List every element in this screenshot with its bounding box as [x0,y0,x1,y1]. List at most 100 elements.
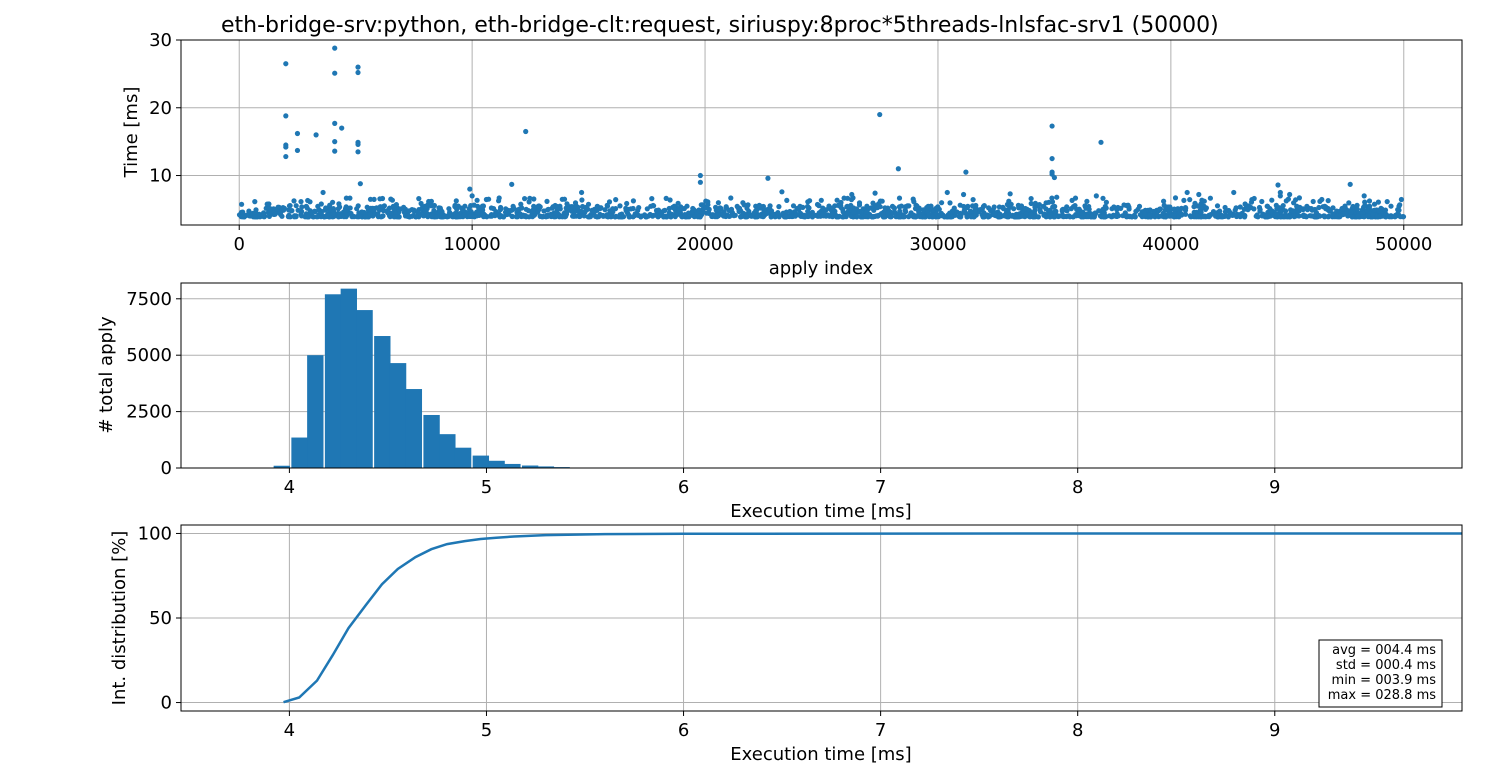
x-tick-label: 6 [678,720,689,741]
scatter-point [448,211,454,217]
scatter-point [1047,213,1053,220]
scatter-point [1375,199,1381,205]
scatter-point [308,210,314,216]
scatter-point [564,201,570,207]
scatter-point [753,208,759,214]
scatter-point [809,213,815,219]
scatter-point [320,189,326,196]
scatter-point [1022,205,1028,212]
scatter-point [535,203,541,209]
scatter-point [700,202,706,208]
scatter-point [882,205,888,211]
scatter-dense-band [236,195,1407,220]
scatter-point [1106,213,1113,219]
scatter-point [1196,191,1202,198]
scatter-point [1147,212,1153,218]
y-tick-label: 30 [149,30,172,51]
scatter-point [1183,205,1189,211]
scatter-point [854,213,860,219]
scatter-point [856,202,863,208]
scatter-point [1014,214,1020,220]
scatter-point [351,214,357,220]
scatter-point [392,214,398,220]
scatter-point [896,195,903,201]
scatter-point [332,120,338,126]
x-tick-label: 7 [875,477,886,498]
scatter-point [1376,208,1382,214]
y-tick-label: 100 [138,523,172,544]
scatter-point [823,207,830,213]
scatter-point [405,213,411,219]
scatter-point [1178,211,1184,217]
scatter-point [526,199,532,205]
scatter-point [1137,212,1143,218]
scatter-point [1028,195,1034,202]
histogram-bar [389,363,407,468]
scatter-point [814,201,821,208]
scatter-point [323,205,329,211]
stats-avg: avg = 004.4 ms [1332,643,1436,658]
scatter-point [720,212,726,218]
scatter-point [784,197,790,203]
scatter-point [541,208,547,214]
scatter-point [252,214,258,220]
scatter-point [961,203,967,210]
scatter-point [727,213,733,219]
scatter-point [775,210,781,216]
scatter-point [1011,206,1017,212]
scatter-point [562,214,568,220]
scatter-point [928,203,934,209]
scatter-panel: 0 10000 20000 30000 40000 50000 10 20 30 apply i… [121,30,1463,279]
scatter-point [1157,206,1163,212]
scatter-point [908,210,914,216]
scatter-point [1198,209,1204,215]
scatter-point [481,214,487,220]
scatter-point [429,212,435,218]
scatter-point [497,206,504,213]
scatter-point [265,210,271,216]
scatter-point [469,193,475,199]
histogram-bar [454,447,472,468]
scatter-point [1079,210,1085,216]
scatter-point [755,213,761,219]
histogram-bars [273,288,620,469]
scatter-point [782,214,789,220]
scatter-point [617,203,623,209]
scatter-point [367,196,374,202]
scatter-point [1301,213,1307,219]
x-tick-label: 7 [875,720,886,741]
scatter-point [605,214,611,220]
scatter-point [518,201,524,207]
scatter-point [1282,214,1289,220]
scatter-point [434,214,440,220]
scatter-point [1166,209,1172,215]
scatter-point [1233,205,1239,211]
scatter-point [1008,201,1014,207]
scatter-point [1275,182,1281,188]
scatter-point [1237,204,1243,210]
scatter-point [1147,207,1153,213]
scatter-point [1217,208,1223,214]
stats-max: max = 028.8 ms [1328,688,1436,703]
scatter-point [1131,212,1137,218]
scatter-point [682,212,688,218]
scatter-point [787,208,793,215]
scatter-point [286,203,293,209]
scatter-point [293,203,299,209]
scatter-point [849,191,855,198]
scatter-point [318,201,324,207]
scatter-point [347,205,353,211]
scatter-point [455,203,461,209]
scatter-point [377,196,383,202]
scatter-point [283,113,289,119]
scatter-point [1073,213,1079,219]
scatter-point [467,186,473,192]
scatter-point [1347,181,1353,187]
scatter-point [246,208,252,214]
scatter-point [1004,201,1011,208]
scatter-points [283,45,1367,202]
scatter-point [390,203,396,209]
scatter-point [348,210,354,217]
scatter-point [1287,191,1293,198]
